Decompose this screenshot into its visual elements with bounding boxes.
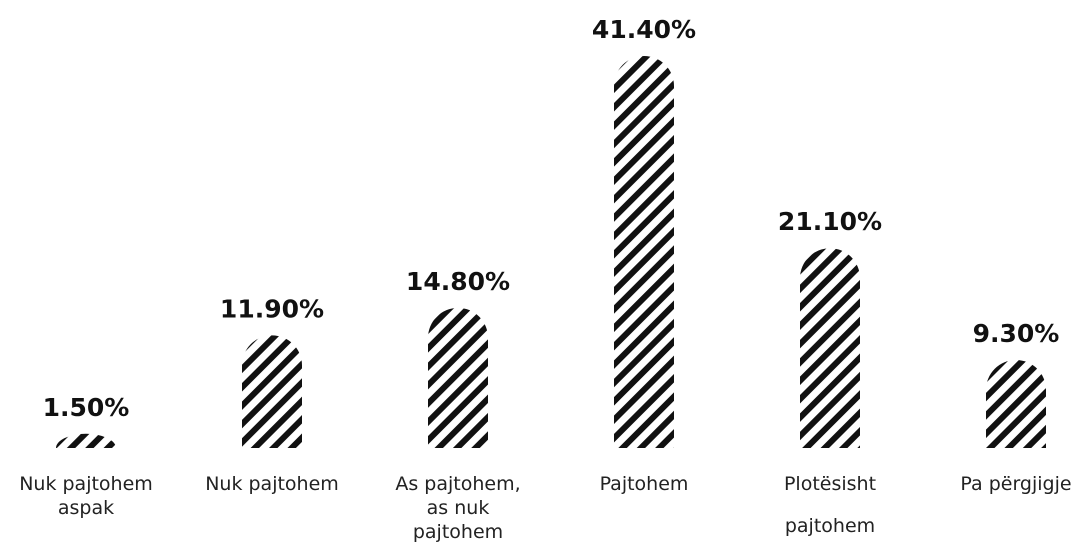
- category-label: Plotësisht pajtohem: [784, 473, 876, 537]
- data-label: 11.90%: [220, 294, 324, 323]
- category-label: Nuk pajtohem aspak: [19, 473, 153, 519]
- bar: [428, 307, 488, 448]
- category-label-line: As pajtohem,: [395, 473, 520, 495]
- category-label-line: aspak: [58, 497, 114, 519]
- data-label: 41.40%: [592, 15, 696, 44]
- data-label: 1.50%: [43, 393, 130, 422]
- bars-group: [56, 56, 1046, 448]
- category-label-line: Nuk pajtohem: [205, 473, 339, 495]
- bar: [986, 359, 1046, 448]
- category-label-line: Pa përgjigje: [960, 473, 1071, 495]
- data-label: 14.80%: [406, 267, 510, 296]
- category-label-line: Plotësisht: [784, 473, 876, 495]
- category-label-line: Pajtohem: [600, 473, 689, 495]
- bar: [56, 433, 116, 448]
- bar: [242, 335, 302, 448]
- value-labels-group: 1.50% 11.90% 14.80% 41.40% 21.10% 9.30%: [43, 15, 1060, 422]
- data-label: 21.10%: [778, 207, 882, 236]
- bar: [614, 56, 674, 448]
- category-label: As pajtohem, as nuk pajtohem: [395, 473, 520, 543]
- data-label: 9.30%: [973, 319, 1060, 348]
- category-label: Pa përgjigje: [960, 473, 1071, 495]
- category-label-line: pajtohem: [413, 521, 503, 543]
- category-label-line: pajtohem: [785, 515, 875, 537]
- category-label: Pajtohem: [600, 473, 689, 495]
- category-label-line: Nuk pajtohem: [19, 473, 153, 495]
- category-label: Nuk pajtohem: [205, 473, 339, 495]
- bar: [800, 248, 860, 448]
- category-label-line: as nuk: [427, 497, 490, 519]
